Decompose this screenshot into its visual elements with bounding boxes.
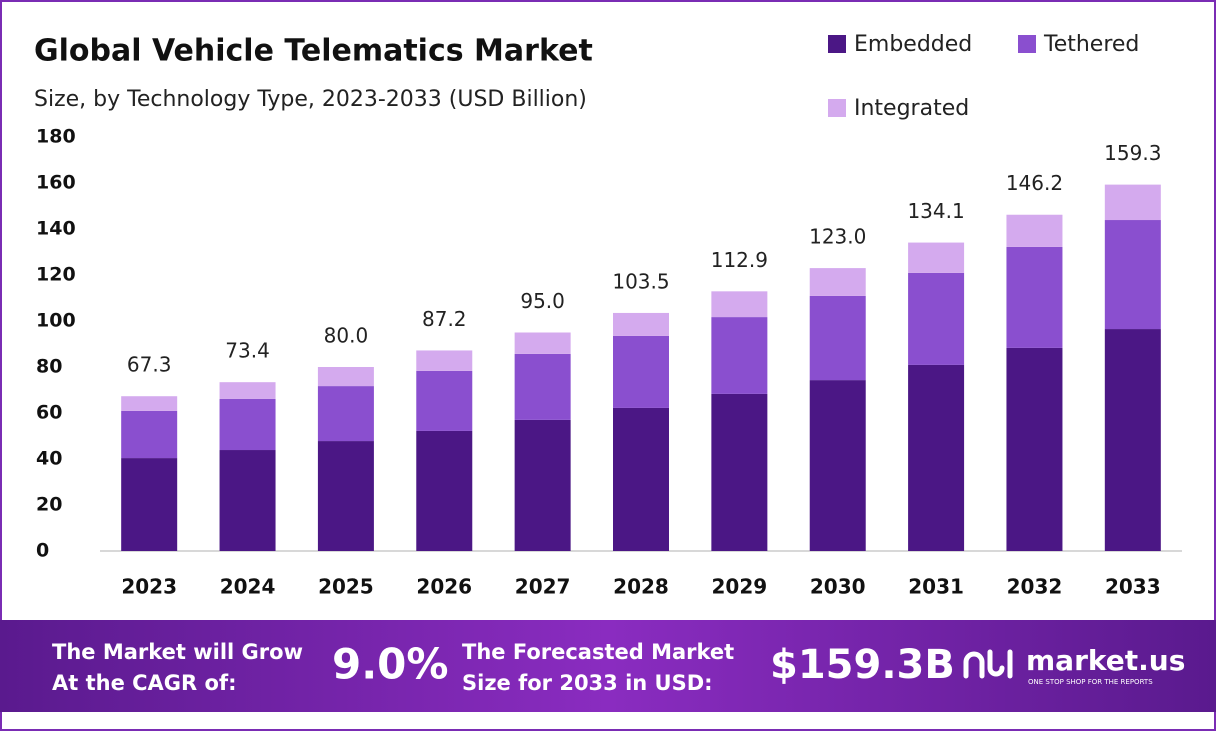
legend-label: Integrated bbox=[854, 96, 969, 121]
legend-swatch bbox=[828, 35, 846, 53]
chart-subtitle: Size, by Technology Type, 2023-2033 (USD… bbox=[34, 87, 587, 112]
total-label: 112.9 bbox=[711, 248, 768, 272]
y-tick-label: 40 bbox=[36, 448, 62, 470]
x-tick-label: 2030 bbox=[810, 575, 866, 599]
bar-segment bbox=[711, 317, 768, 394]
x-tick-label: 2029 bbox=[712, 575, 768, 599]
y-tick-label: 140 bbox=[36, 218, 76, 240]
bar-segment bbox=[1006, 246, 1063, 348]
forecast-value: $159.3B bbox=[770, 642, 955, 688]
total-label: 134.1 bbox=[907, 199, 964, 223]
bar-segment bbox=[908, 272, 965, 365]
x-tick-label: 2024 bbox=[220, 575, 276, 599]
chart-title: Global Vehicle Telematics Market bbox=[34, 34, 593, 69]
x-tick-label: 2032 bbox=[1007, 575, 1063, 599]
bar-segment bbox=[1104, 220, 1161, 330]
x-tick-label: 2033 bbox=[1105, 575, 1161, 599]
brand-tagline: ONE STOP SHOP FOR THE REPORTS bbox=[1028, 678, 1153, 686]
total-label: 73.4 bbox=[225, 339, 270, 363]
bar-segment bbox=[317, 367, 374, 387]
bar-segment bbox=[613, 312, 669, 336]
x-tick-label: 2023 bbox=[121, 575, 177, 599]
legend-label: Embedded bbox=[854, 32, 972, 57]
y-tick-label: 20 bbox=[36, 494, 62, 516]
forecast-text: Size for 2033 in USD: bbox=[462, 671, 713, 695]
legend-label: Tethered bbox=[1043, 32, 1139, 57]
bar-segment bbox=[1006, 347, 1063, 551]
bar-segment bbox=[711, 291, 768, 318]
bar-segment bbox=[908, 242, 965, 273]
total-label: 159.3 bbox=[1104, 141, 1161, 165]
bar-segment bbox=[809, 268, 866, 296]
y-tick-label: 0 bbox=[36, 540, 49, 562]
bar-segment bbox=[514, 419, 571, 551]
bar-segment bbox=[317, 386, 374, 442]
total-label: 146.2 bbox=[1006, 171, 1063, 195]
total-label: 67.3 bbox=[127, 353, 172, 377]
bar-segment bbox=[1104, 184, 1161, 221]
bar-segment bbox=[711, 393, 768, 551]
y-tick-label: 60 bbox=[36, 402, 62, 424]
bar-segment bbox=[613, 407, 669, 551]
bar-segment bbox=[416, 350, 473, 371]
brand-name: market.us bbox=[1026, 644, 1185, 677]
y-tick-label: 80 bbox=[36, 356, 62, 378]
brand-logo bbox=[963, 649, 1013, 679]
legend-swatch bbox=[828, 99, 846, 117]
x-tick-label: 2026 bbox=[416, 575, 472, 599]
y-tick-label: 160 bbox=[36, 172, 76, 194]
bar-segment bbox=[809, 380, 866, 551]
cagr-value: 9.0% bbox=[332, 640, 448, 689]
y-tick-label: 100 bbox=[36, 310, 76, 332]
bar-segment bbox=[121, 458, 178, 551]
x-tick-label: 2028 bbox=[613, 575, 669, 599]
bar-segment bbox=[121, 410, 178, 459]
x-tick-label: 2025 bbox=[318, 575, 374, 599]
cagr-text: The Market will Grow bbox=[52, 640, 303, 664]
forecast-text: The Forecasted Market bbox=[462, 640, 734, 664]
bar-segment bbox=[1104, 329, 1161, 551]
footer-banner bbox=[0, 620, 1216, 712]
total-label: 80.0 bbox=[324, 324, 369, 348]
cagr-text: At the CAGR of: bbox=[52, 671, 237, 695]
bar-segment bbox=[1006, 214, 1063, 247]
bar-segment bbox=[317, 441, 374, 551]
total-label: 95.0 bbox=[520, 289, 565, 313]
bar-segment bbox=[219, 382, 276, 399]
y-tick-label: 180 bbox=[36, 126, 76, 148]
bar-segment bbox=[219, 450, 276, 551]
x-tick-label: 2031 bbox=[908, 575, 964, 599]
bar-segment bbox=[908, 364, 965, 551]
bar-segment bbox=[416, 430, 473, 551]
y-tick-label: 120 bbox=[36, 264, 76, 286]
bar-segment bbox=[514, 353, 571, 420]
total-label: 103.5 bbox=[612, 269, 669, 293]
x-tick-label: 2027 bbox=[515, 575, 571, 599]
bar-segment bbox=[219, 398, 276, 451]
bar-segment bbox=[416, 370, 473, 431]
bar-segment bbox=[514, 332, 571, 354]
bar-segment bbox=[121, 396, 178, 411]
bar-segment bbox=[613, 335, 669, 408]
total-label: 123.0 bbox=[809, 225, 866, 249]
total-label: 87.2 bbox=[422, 307, 467, 331]
bar-segment bbox=[809, 295, 866, 381]
legend-swatch bbox=[1018, 35, 1036, 53]
